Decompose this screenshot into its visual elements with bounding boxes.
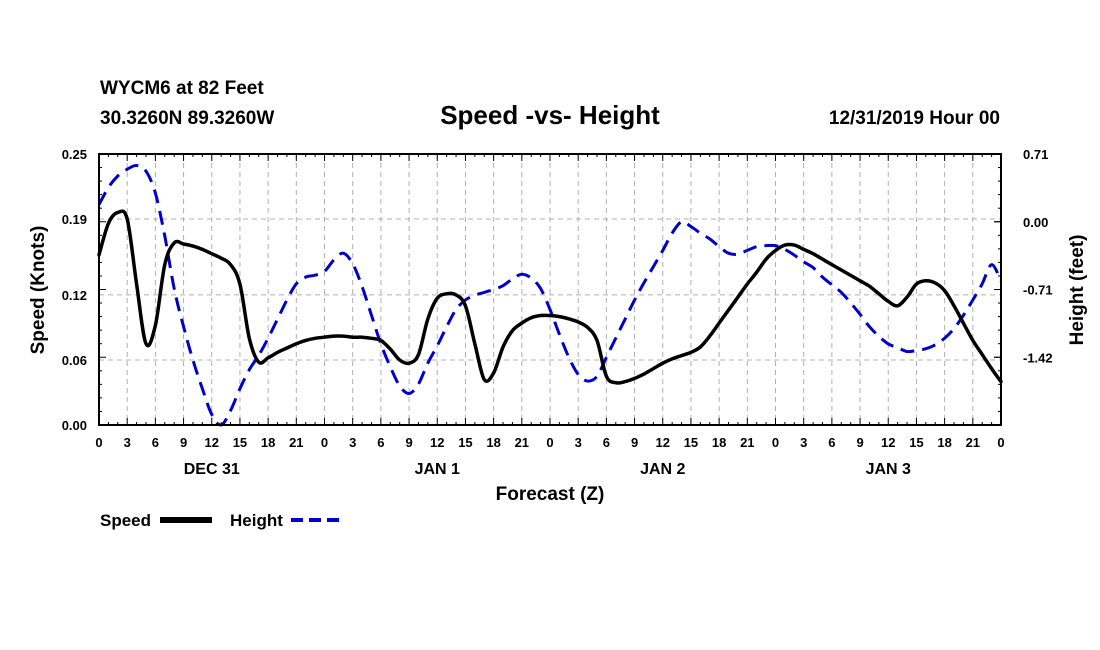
x-tick-label: 3 bbox=[575, 435, 582, 450]
x-tick-label: 3 bbox=[800, 435, 807, 450]
height-series-line bbox=[97, 163, 1003, 427]
day-label: JAN 1 bbox=[415, 461, 460, 478]
x-tick-label: 0 bbox=[546, 435, 553, 450]
x-tick-label: 21 bbox=[515, 435, 529, 450]
x-tick-label: 0 bbox=[321, 435, 328, 450]
series-layer bbox=[97, 163, 1003, 427]
x-tick-label: 0 bbox=[772, 435, 779, 450]
y-tick-label: 0.19 bbox=[62, 212, 87, 227]
x-tick-label: 18 bbox=[261, 435, 275, 450]
x-axis-title: Forecast (Z) bbox=[496, 484, 605, 505]
y-tick-label: 0.00 bbox=[62, 418, 87, 433]
x-tick-label: 21 bbox=[289, 435, 303, 450]
x-tick-label: 12 bbox=[881, 435, 895, 450]
y-axis-title: Speed (Knots) bbox=[28, 226, 49, 355]
legend-speed-label: Speed bbox=[100, 511, 151, 530]
speed-series-line bbox=[97, 209, 1003, 385]
day-label: DEC 31 bbox=[184, 461, 240, 478]
y-tick-label: 0.25 bbox=[62, 147, 87, 162]
x-tick-label: 12 bbox=[205, 435, 219, 450]
x-tick-label: 15 bbox=[909, 435, 923, 450]
legend-height-label: Height bbox=[230, 511, 283, 530]
x-tick-label: 21 bbox=[966, 435, 980, 450]
x-tick-label: 18 bbox=[937, 435, 951, 450]
y2-tick-label: -0.71 bbox=[1023, 283, 1053, 298]
x-tick-label: 0 bbox=[95, 435, 102, 450]
y2-axis-title: Height (feet) bbox=[1067, 235, 1088, 346]
run-label: 12/31/2019 Hour 00 bbox=[829, 108, 1000, 129]
x-tick-label: 0 bbox=[997, 435, 1004, 450]
day-label: JAN 3 bbox=[866, 461, 911, 478]
x-tick-label: 3 bbox=[349, 435, 356, 450]
y2-tick-label: -1.42 bbox=[1023, 350, 1053, 365]
x-tick-label: 9 bbox=[180, 435, 187, 450]
x-tick-label: 12 bbox=[656, 435, 670, 450]
chart-title: Speed -vs- Height bbox=[440, 100, 660, 130]
x-tick-label: 9 bbox=[405, 435, 412, 450]
x-tick-label: 3 bbox=[124, 435, 131, 450]
x-tick-label: 18 bbox=[486, 435, 500, 450]
station-label: WYCM6 at 82 Feet bbox=[100, 78, 264, 99]
x-tick-label: 6 bbox=[377, 435, 384, 450]
x-tick-label: 9 bbox=[631, 435, 638, 450]
legend: Speed Height bbox=[100, 511, 343, 530]
coords-label: 30.3260N 89.3260W bbox=[100, 108, 274, 129]
grid bbox=[99, 154, 1001, 425]
x-tick-label: 6 bbox=[603, 435, 610, 450]
x-tick-label: 12 bbox=[430, 435, 444, 450]
y-tick-label: 0.06 bbox=[62, 353, 87, 368]
day-label: JAN 2 bbox=[640, 461, 685, 478]
x-tick-label: 21 bbox=[740, 435, 754, 450]
x-tick-label: 18 bbox=[712, 435, 726, 450]
y2-tick-label: 0.00 bbox=[1023, 215, 1048, 230]
x-tick-label: 15 bbox=[233, 435, 247, 450]
y2-tick-label: 0.71 bbox=[1023, 147, 1048, 162]
y-tick-label: 0.12 bbox=[62, 288, 87, 303]
x-tick-label: 6 bbox=[152, 435, 159, 450]
x-tick-label: 15 bbox=[684, 435, 698, 450]
axes: 0 3 6 9 12 15 18 21 0 3 6 9 12 15 18 21 0 3 6 9 12 15 18 21 0 3 6 9… bbox=[62, 147, 1053, 478]
x-tick-label: 15 bbox=[458, 435, 472, 450]
x-tick-label: 6 bbox=[828, 435, 835, 450]
x-tick-label: 9 bbox=[856, 435, 863, 450]
